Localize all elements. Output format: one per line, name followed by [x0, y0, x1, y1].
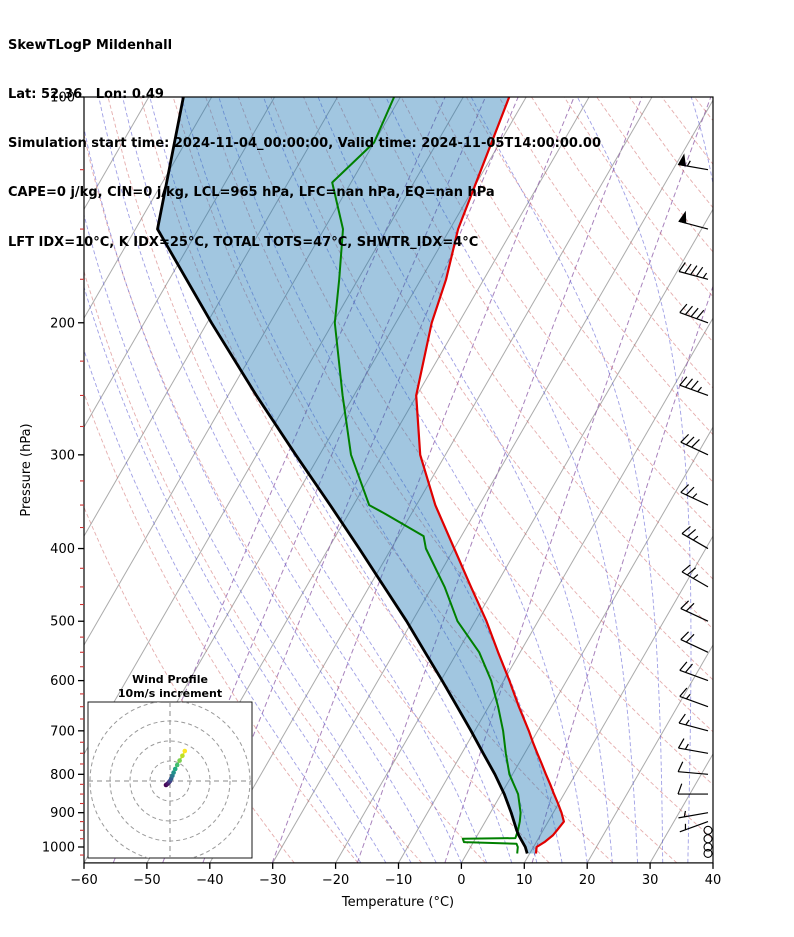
hodograph-title: Wind Profile	[132, 673, 208, 686]
chart-title: SkewTLogP Mildenhall	[8, 37, 173, 53]
svg-text:700: 700	[50, 724, 75, 739]
svg-text:900: 900	[50, 806, 75, 821]
y-axis-label: Pressure (hPa)	[19, 423, 34, 516]
hodograph-trace-point	[177, 758, 182, 763]
svg-text:40: 40	[705, 873, 722, 888]
svg-text:−30: −30	[259, 873, 286, 888]
station-coordinates: Lat: 52.36 Lon: 0.49	[8, 87, 164, 103]
temperature-curve	[415, 97, 565, 854]
hodograph-ring	[109, 720, 231, 842]
wind-barbs	[677, 153, 713, 859]
svg-text:1000: 1000	[42, 841, 75, 856]
svg-text:10: 10	[516, 873, 533, 888]
svg-text:−40: −40	[196, 873, 223, 888]
simulation-time: Simulation start time: 2024-11-04_00:00:…	[8, 136, 601, 152]
hodograph-trace-point	[171, 770, 176, 775]
svg-text:0: 0	[457, 873, 465, 888]
dry-adiabats	[84, 97, 713, 863]
svg-text:−60: −60	[70, 873, 97, 888]
hodograph-subtitle: 10m/s increment	[118, 687, 222, 700]
dewpoint-curve	[331, 97, 522, 854]
svg-text:600: 600	[50, 674, 75, 689]
svg-text:400: 400	[50, 542, 75, 557]
hodograph-trace-point	[174, 762, 180, 768]
parcel-curve	[156, 97, 529, 854]
parcel-environment-shading	[157, 97, 564, 854]
hodograph-ring	[89, 702, 251, 858]
svg-text:−50: −50	[133, 873, 160, 888]
svg-text:500: 500	[50, 615, 75, 630]
hodograph-trace-point	[180, 753, 185, 759]
calm-wind-circle	[703, 825, 713, 835]
x-axis-label: Temperature (°C)	[341, 895, 454, 910]
svg-text:300: 300	[50, 448, 75, 463]
svg-text:800: 800	[50, 768, 75, 783]
svg-text:200: 200	[50, 316, 75, 331]
hodograph-trace-point	[172, 766, 178, 772]
svg-text:30: 30	[642, 873, 659, 888]
hodograph-ring	[129, 740, 211, 822]
svg-text:20: 20	[579, 873, 596, 888]
cape-cin-line: CAPE=0 j/kg, CIN=0 j/kg, LCL=965 hPa, LF…	[8, 185, 495, 201]
hodograph-trace-point	[182, 748, 188, 754]
moist-adiabats	[84, 97, 713, 863]
hodograph-ring	[149, 760, 191, 802]
svg-text:−20: −20	[322, 873, 349, 888]
svg-text:−10: −10	[385, 873, 412, 888]
calm-wind-circle	[703, 848, 713, 859]
sounding-curves	[156, 97, 565, 854]
indices-line: LFT IDX=10°C, K IDX=25°C, TOTAL TOTS=47°…	[8, 234, 479, 250]
chart-header: SkewTLogP Mildenhall Lat: 52.36 Lon: 0.4…	[8, 5, 601, 284]
svg-text:100: 100	[50, 91, 75, 106]
